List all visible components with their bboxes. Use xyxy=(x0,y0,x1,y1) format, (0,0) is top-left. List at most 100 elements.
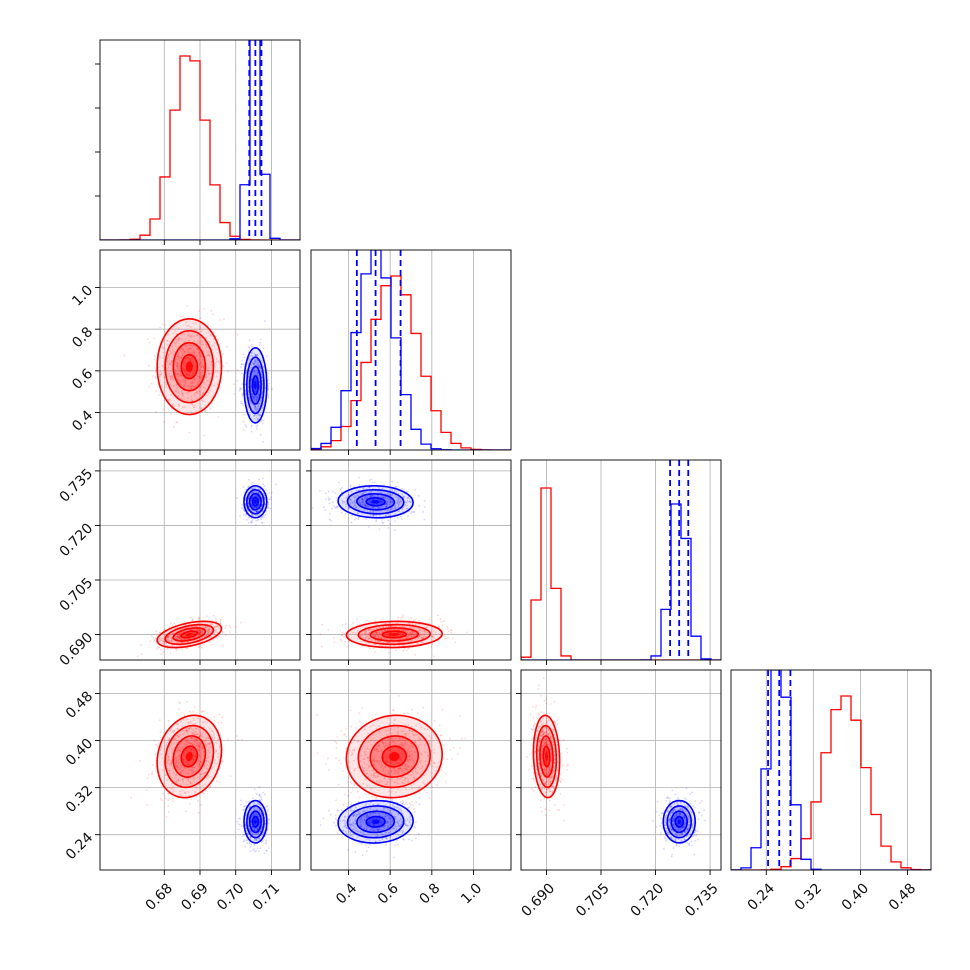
scatter-point xyxy=(160,737,163,739)
scatter-point xyxy=(362,501,364,503)
scatter-point xyxy=(378,499,381,501)
scatter-point xyxy=(193,759,195,761)
scatter-point xyxy=(258,366,261,368)
scatter-point xyxy=(198,380,201,382)
scatter-point xyxy=(353,503,356,506)
scatter-point xyxy=(193,345,196,347)
scatter-point xyxy=(202,381,205,384)
scatter-point xyxy=(252,826,254,829)
scatter-point xyxy=(367,629,370,632)
scatter-point xyxy=(188,727,190,730)
scatter-point xyxy=(250,352,253,354)
scatter-point xyxy=(434,631,437,634)
scatter-point xyxy=(191,766,194,769)
scatter-point xyxy=(368,632,371,634)
scatter-point xyxy=(253,353,256,356)
scatter-point xyxy=(258,832,261,835)
scatter-point xyxy=(191,618,194,621)
scatter-point xyxy=(353,518,356,521)
scatter-point xyxy=(247,517,250,520)
scatter-point xyxy=(215,762,218,765)
scatter-point xyxy=(192,728,195,731)
scatter-point xyxy=(262,347,265,349)
scatter-point xyxy=(391,625,393,628)
scatter-point xyxy=(167,635,169,638)
scatter-point xyxy=(240,738,243,741)
scatter-point xyxy=(180,794,183,797)
scatter-point xyxy=(253,369,256,372)
scatter-point xyxy=(184,382,187,384)
scatter-point xyxy=(397,616,400,619)
scatter-point xyxy=(217,626,220,629)
scatter-point xyxy=(173,384,176,387)
scatter-point xyxy=(169,652,172,655)
scatter-point xyxy=(192,618,194,621)
scatter-point xyxy=(233,383,235,386)
scatter-point xyxy=(213,737,216,739)
scatter-point xyxy=(254,359,256,361)
scatter-point xyxy=(169,763,172,766)
scatter-point xyxy=(362,505,365,507)
scatter-point xyxy=(254,495,257,498)
scatter-point xyxy=(169,770,172,772)
scatter-point xyxy=(334,492,336,494)
scatter-point xyxy=(354,500,356,502)
scatter-point xyxy=(411,633,414,636)
scatter-point xyxy=(242,353,245,356)
scatter-point xyxy=(180,347,182,350)
scatter-point xyxy=(163,747,166,750)
scatter-point xyxy=(204,376,207,379)
scatter-point xyxy=(358,476,360,479)
scatter-point xyxy=(225,362,228,364)
scatter-point xyxy=(360,498,363,501)
scatter-point xyxy=(413,626,415,629)
scatter-point xyxy=(253,813,256,816)
scatter-point xyxy=(254,414,257,416)
scatter-point xyxy=(136,655,139,658)
scatter-point xyxy=(252,395,254,397)
scatter-point xyxy=(399,634,401,636)
scatter-point xyxy=(249,398,252,401)
scatter-point xyxy=(198,632,201,635)
scatter-point xyxy=(190,360,193,362)
scatter-point xyxy=(253,399,256,402)
scatter-point xyxy=(178,390,181,392)
scatter-point xyxy=(414,653,417,656)
scatter-point xyxy=(177,373,179,375)
scatter-point xyxy=(394,506,397,509)
scatter-point xyxy=(377,634,379,637)
scatter-point xyxy=(208,727,211,730)
scatter-point xyxy=(177,395,180,397)
scatter-point xyxy=(198,632,201,634)
contour-level-2 xyxy=(248,492,262,511)
scatter-point xyxy=(418,620,420,622)
scatter-point xyxy=(244,514,247,517)
scatter-point xyxy=(256,364,259,366)
scatter-point xyxy=(175,373,178,375)
scatter-point xyxy=(191,772,193,775)
scatter-point xyxy=(205,763,208,766)
scatter-point xyxy=(255,813,257,816)
scatter-point xyxy=(253,817,256,820)
scatter-point xyxy=(375,640,377,643)
scatter-point xyxy=(385,506,388,508)
scatter-point xyxy=(248,359,250,362)
scatter-point xyxy=(395,490,398,493)
scatter-point xyxy=(254,354,257,357)
scatter-point xyxy=(385,506,387,508)
scatter-point xyxy=(172,353,175,356)
scatter-point xyxy=(370,495,372,498)
scatter-point xyxy=(186,738,189,741)
scatter-point xyxy=(256,358,259,361)
scatter-point xyxy=(418,635,421,638)
scatter-point xyxy=(248,800,251,803)
scatter-point xyxy=(250,509,253,511)
scatter-point xyxy=(426,626,428,629)
scatter-point xyxy=(353,497,356,499)
scatter-point xyxy=(244,825,247,828)
scatter-point xyxy=(216,780,218,783)
scatter-point xyxy=(244,824,247,827)
scatter-point xyxy=(396,496,399,499)
scatter-point xyxy=(207,629,210,632)
scatter-point xyxy=(388,505,391,507)
